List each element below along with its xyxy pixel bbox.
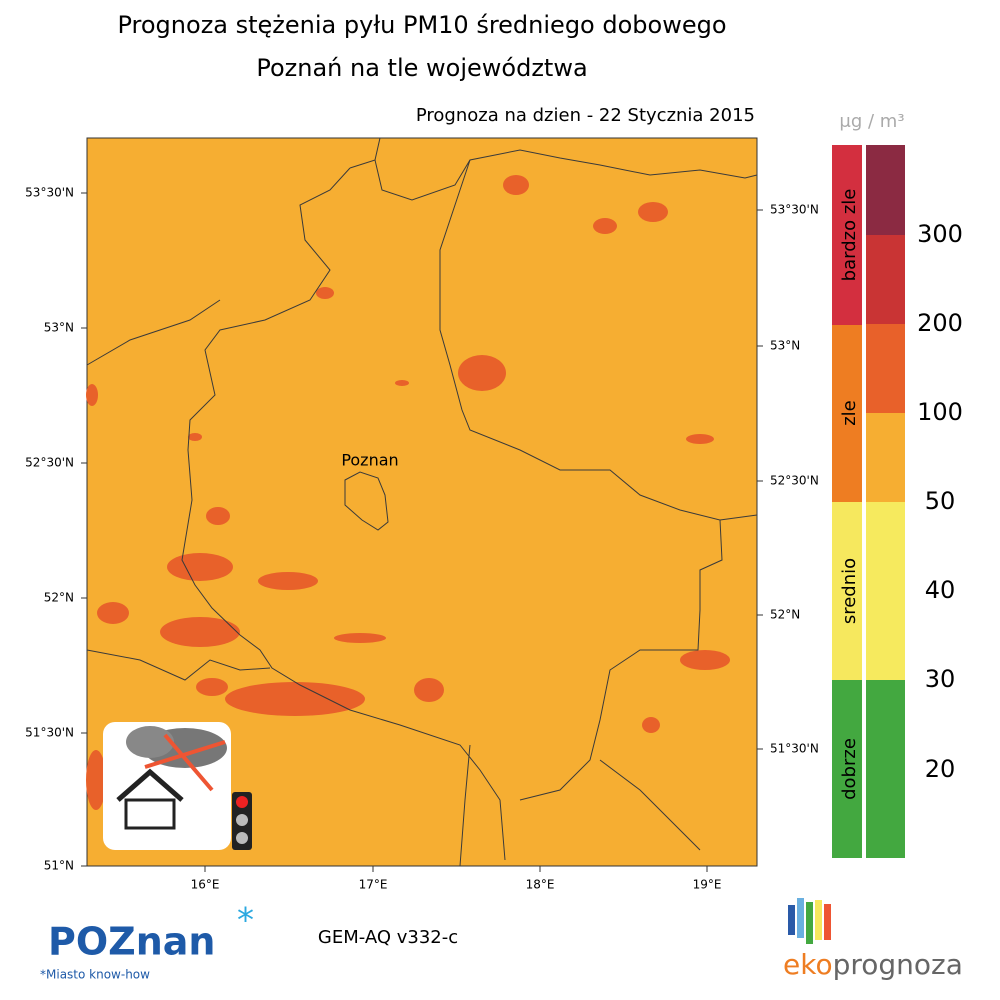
level-label: 50 xyxy=(925,487,956,515)
lat-label: 51°30'N xyxy=(25,726,74,740)
city-logo: POZnan xyxy=(48,920,215,964)
lat-label: 52°N xyxy=(44,591,74,605)
lat-label: 53°N xyxy=(770,339,800,353)
lon-label: 19°E xyxy=(693,878,722,892)
city-label: Poznan xyxy=(341,451,398,470)
category-label: zle xyxy=(839,400,860,426)
lat-label: 52°30'N xyxy=(25,456,74,470)
category-label: dobrze xyxy=(839,738,860,800)
lat-label: 51°30'N xyxy=(770,742,819,756)
category-band xyxy=(832,145,862,325)
category-band xyxy=(832,680,862,858)
provider-logo: ekoprognoza xyxy=(783,948,963,981)
level-band xyxy=(866,502,905,680)
provider-logo-part: eko xyxy=(783,948,833,981)
city-slogan: *Miasto know-how xyxy=(40,968,150,982)
category-label: srednio xyxy=(839,558,860,624)
title: Prognoza stężenia pyłu PM10 średniego do… xyxy=(117,11,726,39)
forecast-date: Prognoza na dzien - 22 Stycznia 2015 xyxy=(416,105,755,126)
level-label: 20 xyxy=(925,755,956,783)
icon xyxy=(103,722,252,850)
model-label: GEM-AQ v332-c xyxy=(318,927,458,948)
lat-label: 52°30'N xyxy=(770,474,819,488)
level-label: 200 xyxy=(917,309,963,337)
level-label: 300 xyxy=(917,220,963,248)
lat-label: 53°30'N xyxy=(770,203,819,217)
provider-logo-mark xyxy=(788,898,831,944)
level-label: 30 xyxy=(925,665,956,693)
borders xyxy=(86,137,758,867)
lat-label: 53°N xyxy=(44,321,74,335)
level-band xyxy=(866,235,905,324)
provider-logo-part: prognoza xyxy=(833,948,963,981)
level-label: 40 xyxy=(925,576,956,604)
level-band xyxy=(866,413,905,502)
pollution-areas xyxy=(86,175,730,810)
level-band xyxy=(866,324,905,413)
lon-label: 16°E xyxy=(191,878,220,892)
subtitle: Poznań na tle województwa xyxy=(256,54,587,82)
lon-label: 18°E xyxy=(526,878,555,892)
lat-label: 52°N xyxy=(770,608,800,622)
lon-label: 17°E xyxy=(359,878,388,892)
level-band xyxy=(866,680,905,858)
lat-label: 53°30'N xyxy=(25,186,74,200)
level-band xyxy=(866,145,905,235)
logo-star: * xyxy=(237,901,254,941)
category-band xyxy=(832,325,862,502)
unit-label: μg / m³ xyxy=(839,111,904,132)
level-label: 100 xyxy=(917,398,963,426)
category-band xyxy=(832,502,862,680)
category-label: bardzo zle xyxy=(839,189,860,282)
lat-label: 51°N xyxy=(44,859,74,873)
legend: μg / m³ bardzo zle zle srednio dobrze 300 200… xyxy=(832,111,963,858)
map: Poznan xyxy=(86,137,758,867)
